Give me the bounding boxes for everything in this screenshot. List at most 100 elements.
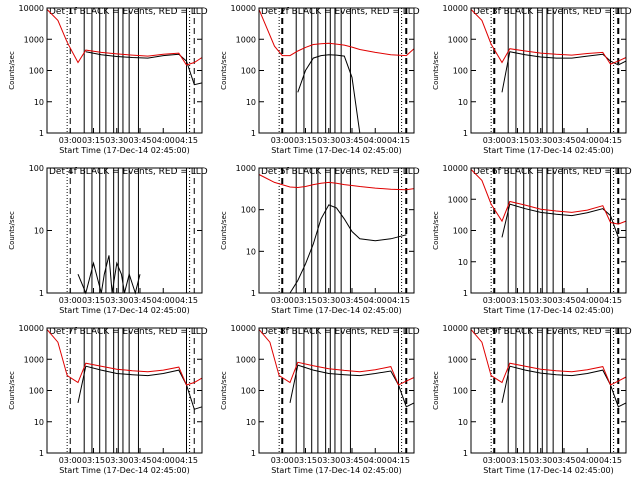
y-axis-label: Counts/sec <box>220 51 228 90</box>
y-axis-label: Counts/sec <box>432 371 440 410</box>
x-axis-label: Start Time (17-Dec-14 02:45:00) <box>271 466 402 475</box>
y-tick-label: 10 <box>34 418 44 427</box>
x-tick-label: 03:30 <box>529 296 552 305</box>
x-tick-label: 03:30 <box>317 296 340 305</box>
y-tick-label: 100 <box>241 206 256 215</box>
lld-series-line <box>258 9 415 57</box>
x-tick-label: 03:45 <box>552 456 575 465</box>
y-tick-label: 1000 <box>24 355 44 364</box>
y-tick-label: 1000 <box>236 35 256 44</box>
x-tick-label: 03:45 <box>128 136 151 145</box>
events-series-line <box>297 54 361 134</box>
y-tick-label: 10 <box>34 98 44 107</box>
detector-panel-2: Det 2f BLACK = Events, RED = LLD 1 10 100 10… <box>220 4 420 155</box>
y-axis-label: Counts/sec <box>8 51 16 90</box>
x-tick-label: 04:15 <box>175 296 198 305</box>
x-tick-label: 03:00 <box>59 456 82 465</box>
lld-series-line <box>258 174 415 191</box>
x-tick-label: 04:15 <box>599 136 622 145</box>
y-tick-label: 10 <box>458 98 468 107</box>
x-tick-label: 03:15 <box>294 456 317 465</box>
x-axis-label: Start Time (17-Dec-14 02:45:00) <box>483 466 614 475</box>
detector-panel-5: Det 5f BLACK = Events, RED = LLD 1 10 100 10… <box>220 164 420 315</box>
panel-title: Det 5f BLACK = Events, RED = LLD <box>261 167 420 177</box>
panel-title: Det 2f BLACK = Events, RED = LLD <box>261 7 420 17</box>
y-axis-label: Counts/sec <box>220 371 228 410</box>
panel-title: Det 1f BLACK = Events, RED = LLD <box>49 7 208 17</box>
x-axis-label: Start Time (17-Dec-14 02:45:00) <box>271 306 402 315</box>
y-axis-label: Counts/sec <box>220 211 228 250</box>
lld-series-line <box>470 329 627 386</box>
events-series-line <box>501 51 627 93</box>
x-axis-label: Start Time (17-Dec-14 02:45:00) <box>59 146 190 155</box>
y-tick-label: 100 <box>29 164 44 173</box>
y-tick-label: 1 <box>251 129 256 138</box>
x-tick-label: 03:15 <box>82 136 105 145</box>
y-tick-label: 100 <box>29 387 44 396</box>
lld-series-line <box>470 9 627 65</box>
x-tick-label: 03:00 <box>59 136 82 145</box>
y-tick-label: 1 <box>463 289 468 298</box>
x-axis-label: Start Time (17-Dec-14 02:45:00) <box>483 306 614 315</box>
y-tick-label: 1 <box>39 449 44 458</box>
x-tick-label: 03:30 <box>529 136 552 145</box>
events-series-line <box>77 365 203 410</box>
x-tick-label: 03:00 <box>59 296 82 305</box>
events-series-line <box>501 365 627 408</box>
lld-series-line <box>46 9 203 66</box>
x-tick-label: 04:00 <box>152 136 175 145</box>
x-tick-label: 03:00 <box>271 456 294 465</box>
y-tick-label: 10000 <box>231 324 256 333</box>
y-tick-label: 100 <box>453 387 468 396</box>
x-tick-label: 04:15 <box>387 136 410 145</box>
x-tick-label: 03:45 <box>552 136 575 145</box>
x-tick-label: 04:15 <box>387 296 410 305</box>
y-tick-label: 1 <box>463 449 468 458</box>
lld-series-line <box>470 169 627 225</box>
detector-panel-1: Det 1f BLACK = Events, RED = LLD 1 10 100 10… <box>8 4 208 155</box>
x-tick-label: 03:30 <box>105 296 128 305</box>
x-tick-label: 03:30 <box>105 136 128 145</box>
y-tick-label: 10 <box>246 418 256 427</box>
y-tick-label: 1000 <box>236 355 256 364</box>
x-tick-label: 04:00 <box>576 296 599 305</box>
detector-panel-6: Det 6f BLACK = Events, RED = LLD 1 10 100 10… <box>432 164 632 315</box>
y-tick-label: 10000 <box>443 164 468 173</box>
y-tick-label: 100 <box>29 67 44 76</box>
detector-panel-4: Det 4f BLACK = Events, RED = LLD 1 10 100 03… <box>8 164 208 315</box>
y-tick-label: 10000 <box>19 324 44 333</box>
y-tick-label: 1000 <box>448 355 468 364</box>
x-tick-label: 03:00 <box>483 136 506 145</box>
plot-frame <box>258 167 415 294</box>
x-tick-label: 03:00 <box>271 296 294 305</box>
y-tick-label: 10000 <box>443 324 468 333</box>
y-tick-label: 1 <box>39 289 44 298</box>
panel-title: Det 7f BLACK = Events, RED = LLD <box>49 327 208 337</box>
y-axis-label: Counts/sec <box>432 211 440 250</box>
x-tick-label: 03:15 <box>506 296 529 305</box>
y-tick-label: 10 <box>458 258 468 267</box>
x-tick-label: 03:45 <box>340 456 363 465</box>
x-tick-label: 03:30 <box>317 456 340 465</box>
events-series-line <box>77 255 141 295</box>
y-tick-label: 100 <box>241 387 256 396</box>
y-tick-label: 1 <box>251 289 256 298</box>
x-tick-label: 03:15 <box>82 456 105 465</box>
x-tick-label: 04:00 <box>576 456 599 465</box>
y-tick-label: 1000 <box>236 164 256 173</box>
x-tick-label: 03:30 <box>105 456 128 465</box>
x-tick-label: 04:15 <box>599 296 622 305</box>
y-tick-label: 1000 <box>448 35 468 44</box>
y-tick-label: 10 <box>458 418 468 427</box>
y-tick-label: 10 <box>34 227 44 236</box>
x-tick-label: 03:45 <box>340 296 363 305</box>
x-tick-label: 03:00 <box>271 136 294 145</box>
detector-panel-8: Det 8f BLACK = Events, RED = LLD 1 10 100 10… <box>220 324 420 475</box>
events-series-line <box>85 51 203 86</box>
y-tick-label: 1000 <box>448 195 468 204</box>
events-series-line <box>501 203 626 238</box>
y-tick-label: 100 <box>241 67 256 76</box>
x-tick-label: 03:30 <box>317 136 340 145</box>
y-tick-label: 10 <box>246 98 256 107</box>
y-axis-label: Counts/sec <box>8 211 16 250</box>
